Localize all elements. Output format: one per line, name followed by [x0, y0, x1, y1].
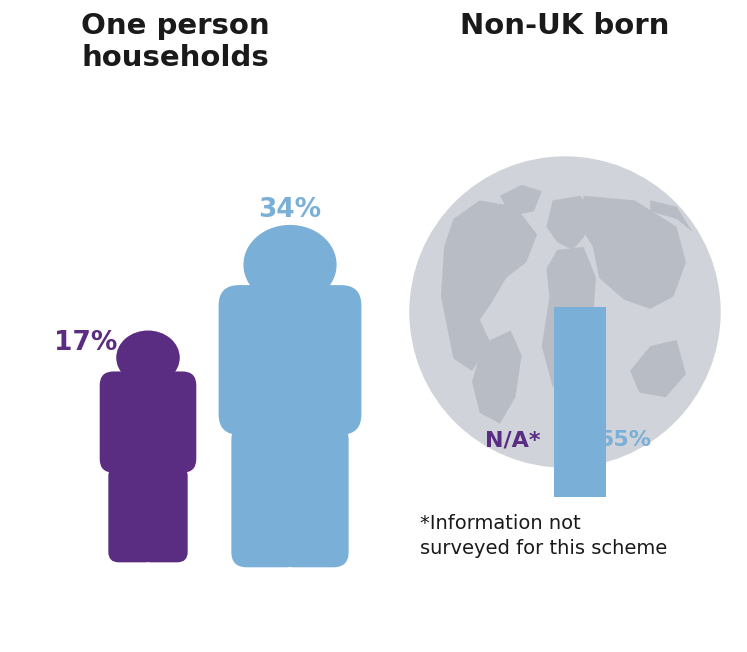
Polygon shape	[650, 200, 692, 231]
Polygon shape	[580, 196, 686, 309]
Circle shape	[410, 157, 720, 467]
Polygon shape	[472, 331, 521, 424]
FancyBboxPatch shape	[99, 372, 196, 473]
Text: Non-UK born: Non-UK born	[460, 12, 670, 40]
Ellipse shape	[244, 226, 336, 304]
Polygon shape	[546, 196, 593, 250]
Text: N/A*: N/A*	[486, 430, 541, 450]
Polygon shape	[500, 185, 542, 216]
Text: 34%: 34%	[258, 198, 321, 223]
Bar	[554, 307, 606, 497]
FancyBboxPatch shape	[219, 285, 362, 435]
Text: *Information not
surveyed for this scheme: *Information not surveyed for this schem…	[420, 514, 667, 558]
Ellipse shape	[117, 331, 179, 384]
FancyBboxPatch shape	[279, 424, 349, 567]
Text: One person
households: One person households	[81, 12, 270, 72]
Polygon shape	[441, 200, 537, 371]
FancyBboxPatch shape	[108, 466, 155, 562]
Polygon shape	[630, 340, 686, 397]
Text: 17%: 17%	[55, 330, 118, 355]
FancyBboxPatch shape	[232, 424, 301, 567]
Polygon shape	[542, 247, 596, 393]
Text: 55%: 55%	[598, 430, 651, 450]
FancyBboxPatch shape	[140, 466, 187, 562]
